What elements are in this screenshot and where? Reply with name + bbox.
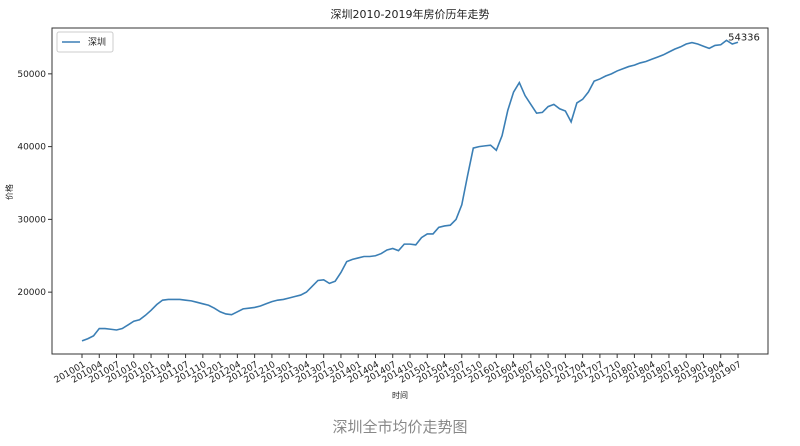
- chart-title: 深圳2010-2019年房价历年走势: [331, 7, 490, 21]
- plot-frame: [51, 27, 769, 355]
- y-axis-label: 价格: [4, 184, 14, 200]
- legend-label: 深圳: [88, 37, 106, 48]
- annotation: 54336: [728, 32, 760, 43]
- x-axis-label: 时间: [392, 390, 408, 400]
- data-line: [81, 39, 739, 342]
- y-tick-label: 50000: [17, 70, 46, 80]
- caption: 深圳全市均价走势图: [332, 418, 467, 436]
- y-tick-label: 30000: [17, 215, 46, 225]
- y-tick-label: 40000: [17, 143, 46, 153]
- legend-box: [56, 31, 114, 53]
- y-tick-label: 20000: [17, 288, 46, 298]
